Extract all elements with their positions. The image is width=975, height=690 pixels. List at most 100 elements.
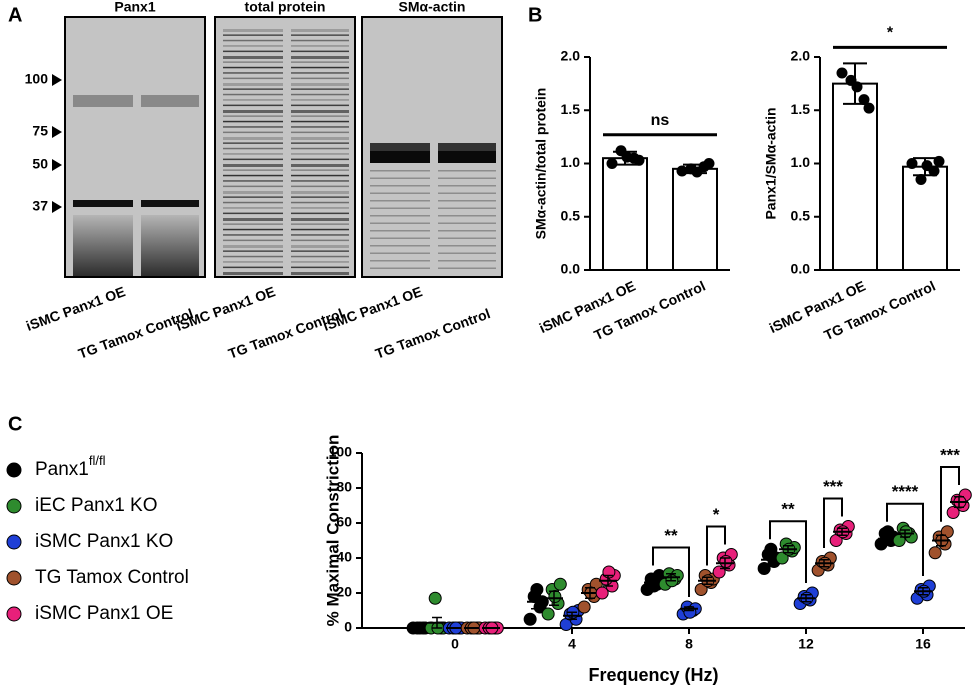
band [223, 142, 283, 144]
error-bar [837, 527, 847, 536]
band [223, 239, 283, 242]
data-point [530, 583, 544, 596]
band [291, 239, 349, 242]
band [223, 164, 283, 167]
band [223, 137, 283, 140]
y-tick-label: 2.0 [791, 48, 811, 64]
data-point [933, 155, 945, 167]
band [370, 177, 430, 179]
data-point [606, 158, 618, 169]
error-bar [765, 553, 775, 566]
band [370, 222, 430, 224]
band [223, 29, 283, 32]
legend-name: iSMC Panx1 KO [35, 531, 173, 552]
bar [672, 167, 718, 271]
band [223, 174, 283, 177]
y-tick-label: 1.5 [561, 101, 581, 117]
band [223, 110, 283, 113]
data-point [694, 583, 708, 596]
band [291, 83, 349, 86]
band [223, 56, 283, 59]
band [291, 120, 349, 123]
band [291, 261, 349, 263]
legend-label: iSMC Panx1 KO [35, 531, 173, 552]
error-bar [783, 545, 793, 554]
legend-marker [6, 606, 22, 622]
error-bar [954, 496, 964, 508]
band [291, 223, 349, 225]
smear [73, 215, 133, 277]
panel-label: C [8, 413, 22, 435]
significance-label: ns [651, 112, 670, 129]
band [438, 267, 496, 269]
band [291, 266, 349, 269]
band [291, 99, 349, 101]
data-point [836, 67, 848, 79]
band [223, 185, 283, 188]
band [223, 261, 283, 263]
band [223, 191, 283, 194]
y-tick-label: 0.0 [791, 261, 811, 277]
band [223, 245, 283, 248]
significance-bracket [706, 525, 726, 566]
band [291, 201, 349, 204]
bar [832, 82, 878, 271]
band [370, 207, 430, 209]
band [291, 34, 349, 36]
band [223, 34, 283, 36]
error-bar [720, 557, 730, 570]
legend-name: iSMC Panx1 OE [35, 603, 173, 624]
band [291, 250, 349, 252]
lane-label: TG Tamox Control [373, 305, 492, 361]
band [223, 147, 283, 150]
band [370, 143, 430, 151]
band [291, 110, 349, 113]
y-tick-label: 0.5 [791, 207, 811, 223]
significance-label: **** [892, 482, 919, 501]
error-bar [585, 587, 595, 599]
blot-frame [361, 16, 503, 278]
band [223, 218, 283, 221]
legend-label: iEC Panx1 KO [35, 495, 158, 516]
y-tick-label: 1.0 [561, 154, 581, 170]
y-axis-label: SMα-actin/total protein [533, 88, 549, 240]
legend-marker [6, 462, 22, 478]
y-tick-label: 0.5 [561, 207, 581, 223]
error-bar [882, 534, 892, 543]
band [291, 196, 349, 198]
error-bar [666, 573, 676, 582]
data-point [621, 151, 633, 163]
band [223, 66, 283, 69]
x-axis-label: Frequency (Hz) [588, 665, 718, 685]
legend-marker [6, 498, 22, 514]
band [141, 200, 199, 207]
band [291, 88, 349, 90]
band [291, 39, 349, 42]
legend-name: iEC Panx1 KO [35, 495, 158, 516]
significance-bracket [652, 546, 690, 597]
bar [902, 165, 948, 272]
band [223, 99, 283, 101]
y-tick-label: 100 [329, 444, 353, 460]
y-tick-label: 80 [336, 479, 352, 495]
data-point [703, 158, 715, 169]
marker-arrow [52, 201, 62, 213]
band [291, 218, 349, 221]
marker-label: 75 [32, 123, 48, 139]
band [223, 39, 283, 42]
y-tick-label: 40 [336, 549, 352, 565]
band [223, 153, 283, 155]
band [223, 126, 283, 128]
x-tick-label: 8 [685, 636, 693, 652]
band [370, 151, 430, 163]
band [438, 170, 496, 172]
error-bar [801, 594, 811, 603]
marker-label: 37 [32, 198, 48, 214]
band [223, 266, 283, 269]
band [223, 212, 283, 215]
band [73, 200, 133, 207]
significance-label: ** [664, 526, 678, 545]
data-point [863, 102, 875, 114]
